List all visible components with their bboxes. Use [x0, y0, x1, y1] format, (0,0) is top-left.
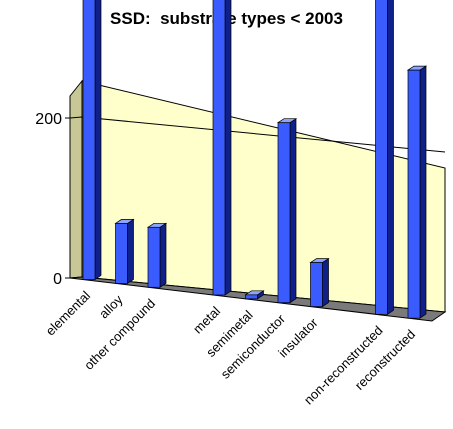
bar-front — [245, 294, 258, 300]
y-tick-label: 200 — [35, 111, 62, 128]
left-wall — [69, 79, 83, 279]
bar — [244, 290, 265, 300]
bar-side — [127, 218, 134, 285]
x-tick-label: elemental — [43, 288, 94, 339]
bar — [375, 0, 394, 315]
y-axis-ticks: 020040060080010001200 — [35, 96, 71, 288]
bar-front — [375, 0, 388, 315]
bar — [82, 0, 102, 281]
bar — [406, 65, 428, 319]
bar — [212, 0, 232, 296]
bar-front — [277, 122, 291, 304]
bar-front — [407, 69, 421, 319]
bar-front — [212, 0, 226, 296]
bar-side — [224, 0, 232, 296]
bar — [114, 218, 135, 285]
y-tick-label: 0 — [53, 271, 62, 288]
bar-front — [82, 0, 96, 280]
bar-front — [147, 226, 161, 288]
bar — [276, 118, 298, 304]
x-tick-label: metal — [190, 303, 223, 336]
bar-side — [94, 0, 102, 281]
bar-side — [387, 0, 394, 315]
bar-side — [159, 222, 167, 288]
x-tick-label: alloy — [96, 292, 126, 322]
bar-front — [115, 223, 128, 284]
gridline-left — [69, 116, 83, 119]
bar-side — [419, 65, 427, 319]
bar — [309, 257, 330, 308]
bar-side — [289, 118, 297, 304]
bar-front — [310, 262, 323, 307]
bar-side — [322, 257, 329, 308]
bars — [82, 0, 428, 319]
bar — [146, 222, 168, 288]
